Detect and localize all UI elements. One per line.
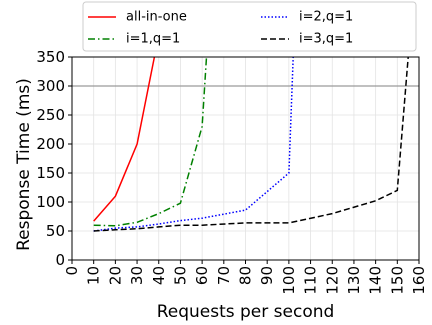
x-tick-label: 50 [171, 266, 189, 285]
x-tick-label: 0 [63, 266, 81, 276]
legend-label-2: i=2,q=1 [299, 10, 353, 25]
y-axis-ticks: 0 50 100 150 200 250 300 350 [36, 48, 72, 269]
x-axis-ticks: 0 10 20 30 40 50 60 70 80 90 100 110 120 130 140 150 160 [63, 260, 428, 295]
series-line-2 [93, 56, 294, 232]
legend-label-0: all-in-one [126, 10, 187, 25]
x-tick-label: 150 [388, 266, 406, 295]
series-line-3 [93, 56, 409, 232]
x-tick-label: 130 [345, 266, 363, 295]
y-tick-label: 200 [36, 135, 65, 153]
series-line-1 [93, 56, 208, 227]
y-tick-label: 50 [46, 222, 65, 240]
y-tick-label: 350 [36, 48, 65, 66]
y-tick-label: 0 [55, 251, 65, 269]
legend: all-in-one i=1,q=1 i=2,q=1 i=3,q=1 [82, 1, 417, 52]
x-tick-label: 80 [237, 266, 255, 285]
x-tick-label: 160 [410, 266, 428, 295]
x-tick-label: 110 [302, 266, 320, 295]
y-tick-label: 250 [36, 106, 65, 124]
x-tick-label: 70 [215, 266, 233, 285]
x-tick-label: 140 [367, 266, 385, 295]
y-tick-label: 100 [36, 193, 65, 211]
legend-box [82, 1, 417, 52]
series-lines [93, 56, 409, 232]
x-axis-title: Requests per second [157, 302, 335, 322]
x-tick-label: 60 [193, 266, 211, 285]
series-line-0 [93, 56, 156, 222]
x-tick-label: 120 [323, 266, 341, 295]
y-tick-label: 300 [36, 77, 65, 95]
legend-label-1: i=1,q=1 [126, 32, 180, 47]
x-tick-label: 10 [85, 266, 103, 285]
y-axis-title: Response Time (ms) [14, 78, 34, 251]
x-tick-label: 90 [258, 266, 276, 285]
y-tick-label: 150 [36, 164, 65, 182]
x-tick-label: 30 [128, 266, 146, 285]
x-tick-label: 40 [150, 266, 168, 285]
x-tick-label: 100 [280, 266, 298, 295]
x-tick-label: 20 [106, 266, 124, 285]
legend-label-3: i=3,q=1 [299, 32, 353, 47]
